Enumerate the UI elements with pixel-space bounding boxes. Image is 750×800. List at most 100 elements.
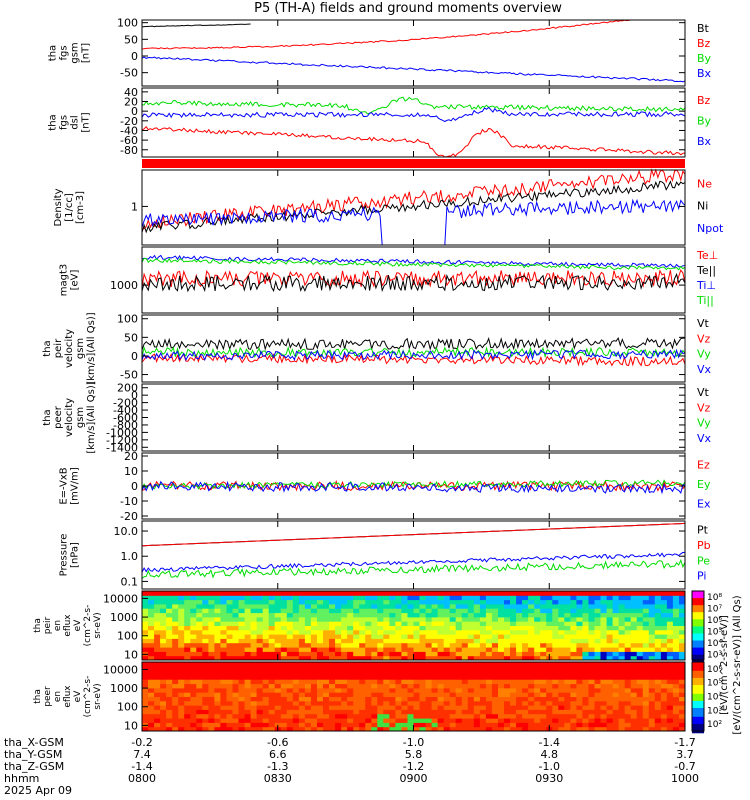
spec-cell-peir-flux-83-8 xyxy=(642,621,650,626)
spec-cell-peir-flux-15-4 xyxy=(232,638,239,644)
spec-cell-peir-flux-83-15 xyxy=(642,591,650,596)
spec-cell-peer-flux-25-6 xyxy=(292,700,300,706)
spec-cell-peer-flux-52-4 xyxy=(455,709,463,715)
spec-cell-peir-flux-56-8 xyxy=(479,621,487,626)
spec-cell-peer-flux-0-15 xyxy=(142,662,149,667)
spec-cell-peer-flux-23-9 xyxy=(280,687,288,693)
spec-cell-peir-flux-2-4 xyxy=(154,638,161,644)
spec-cell-peir-flux-19-14 xyxy=(256,595,264,601)
ytick-label-peer-flux-3: 10 xyxy=(124,719,138,732)
spec-cell-peir-flux-9-12 xyxy=(196,603,203,609)
spec-cell-peer-flux-64-0 xyxy=(528,726,535,732)
spec-cell-peir-flux-49-4 xyxy=(437,638,445,644)
spec-cell-peer-flux-46-14 xyxy=(419,666,426,672)
spec-cell-peer-flux-82-14 xyxy=(636,666,644,672)
spec-cell-peer-flux-33-14 xyxy=(341,666,348,672)
spec-cell-peer-flux-30-11 xyxy=(323,679,330,685)
spec-cell-peer-flux-72-2 xyxy=(576,718,583,723)
spec-cell-peir-flux-51-13 xyxy=(449,599,457,605)
spec-cell-peir-flux-42-7 xyxy=(395,625,402,631)
spec-cell-peer-flux-56-8 xyxy=(479,692,487,697)
spec-cell-peir-flux-16-3 xyxy=(238,642,245,648)
spec-cell-peer-flux-20-6 xyxy=(262,700,270,706)
spec-cell-peir-flux-82-15 xyxy=(636,591,644,596)
spec-cell-peer-flux-84-9 xyxy=(648,687,656,693)
spec-cell-peir-flux-59-8 xyxy=(498,621,505,626)
spec-cell-peir-flux-66-12 xyxy=(540,603,547,609)
spec-cell-peer-flux-71-0 xyxy=(570,726,577,732)
spec-cell-peer-flux-29-0 xyxy=(317,726,324,732)
spec-cell-peer-flux-47-2 xyxy=(425,718,433,723)
spec-cell-peir-flux-57-2 xyxy=(485,647,493,652)
ytick-label-efield-2: 0 xyxy=(131,480,138,493)
spec-cell-peer-flux-52-12 xyxy=(455,674,463,680)
spec-cell-peir-flux-11-14 xyxy=(208,595,215,601)
spec-cell-peer-flux-59-9 xyxy=(498,687,505,693)
spec-cell-peer-flux-37-11 xyxy=(365,679,372,685)
spec-cell-peer-flux-39-15 xyxy=(377,662,384,667)
spec-cell-peir-flux-17-10 xyxy=(244,612,252,618)
spec-cell-peer-flux-79-5 xyxy=(618,705,626,710)
spec-cell-peir-flux-27-8 xyxy=(304,621,312,626)
spec-cell-peir-flux-15-11 xyxy=(232,608,239,614)
spec-cell-peir-flux-19-2 xyxy=(256,647,264,652)
spec-cell-peer-flux-74-13 xyxy=(588,670,595,676)
ytick-label-peer-vel-5: -800 xyxy=(113,419,138,432)
spec-cell-peir-flux-76-1 xyxy=(600,651,607,657)
ylabel-pressure-0: Pressure xyxy=(59,534,70,577)
spec-cell-peir-flux-28-4 xyxy=(310,638,318,644)
ytick-label-fgs-2: 0 xyxy=(131,50,138,63)
spec-cell-peir-flux-13-11 xyxy=(220,608,227,614)
spec-cell-peir-flux-9-0 xyxy=(196,655,203,661)
spec-cell-peer-flux-40-6 xyxy=(383,700,390,706)
spec-cell-peer-flux-56-11 xyxy=(479,679,487,685)
spec-cell-peir-flux-39-8 xyxy=(377,621,384,626)
spec-cell-peir-flux-54-2 xyxy=(467,647,475,652)
spec-cell-peir-flux-59-4 xyxy=(498,638,505,644)
spec-cell-peer-flux-4-2 xyxy=(166,718,173,723)
spec-cell-peer-flux-2-6 xyxy=(154,700,161,706)
spec-cell-peir-flux-16-6 xyxy=(238,629,245,635)
spec-cell-peer-flux-39-4 xyxy=(377,709,384,715)
spec-cell-peer-flux-47-0 xyxy=(425,726,433,732)
spec-cell-peir-flux-58-9 xyxy=(491,616,499,622)
spec-cell-peir-flux-46-7 xyxy=(419,625,426,631)
spec-cell-peir-flux-62-0 xyxy=(516,655,523,661)
spec-cell-peer-flux-77-8 xyxy=(606,692,614,697)
spec-cell-peir-flux-85-4 xyxy=(654,638,662,644)
spec-cell-peir-flux-45-0 xyxy=(413,655,420,661)
spec-cell-peir-flux-78-11 xyxy=(612,608,620,614)
colorbar-label-peir-flux-4: 10⁴ xyxy=(707,639,722,649)
spec-cell-peir-flux-7-13 xyxy=(184,599,191,605)
spec-cell-peer-flux-84-11 xyxy=(648,679,656,685)
spec-cell-peer-flux-32-1 xyxy=(335,722,342,728)
spec-cell-peir-flux-24-13 xyxy=(286,599,294,605)
colorbar-cell-peer-flux-6 xyxy=(692,672,704,675)
spec-cell-peir-flux-60-8 xyxy=(504,621,511,626)
spec-cell-peir-flux-79-2 xyxy=(618,647,626,652)
spec-cell-peir-flux-54-15 xyxy=(467,591,475,596)
colorbar-cell-peir-flux-20 xyxy=(692,626,704,629)
ytick-label-peer-flux-0: 10000 xyxy=(103,663,138,676)
spec-cell-peer-flux-2-8 xyxy=(154,692,161,697)
spec-cell-peer-flux-61-4 xyxy=(510,709,517,715)
spec-cell-peir-flux-69-5 xyxy=(558,634,565,639)
spec-cell-peir-flux-38-14 xyxy=(371,595,378,601)
colorbar-cell-peir-flux-33 xyxy=(692,649,704,652)
spec-cell-peir-flux-63-9 xyxy=(522,616,529,622)
spec-cell-peir-flux-11-9 xyxy=(208,616,215,622)
spec-cell-peer-flux-11-12 xyxy=(208,674,215,680)
spec-cell-peer-flux-63-9 xyxy=(522,687,529,693)
spec-cell-peir-flux-83-13 xyxy=(642,599,650,605)
spec-cell-peir-flux-39-2 xyxy=(377,647,384,652)
spec-cell-peir-flux-40-9 xyxy=(383,616,390,622)
spec-cell-peir-flux-84-8 xyxy=(648,621,656,626)
spec-cell-peer-flux-26-11 xyxy=(298,679,306,685)
spec-cell-peer-flux-73-6 xyxy=(582,700,589,706)
spec-cell-peer-flux-48-12 xyxy=(431,674,439,680)
spec-cell-peir-flux-27-6 xyxy=(304,629,312,635)
spec-cell-peir-flux-10-0 xyxy=(202,655,209,661)
spec-cell-peer-flux-81-7 xyxy=(630,696,638,702)
spec-cell-peer-flux-26-13 xyxy=(298,670,306,676)
ylabel-peer-flux-1: peer xyxy=(43,686,53,707)
